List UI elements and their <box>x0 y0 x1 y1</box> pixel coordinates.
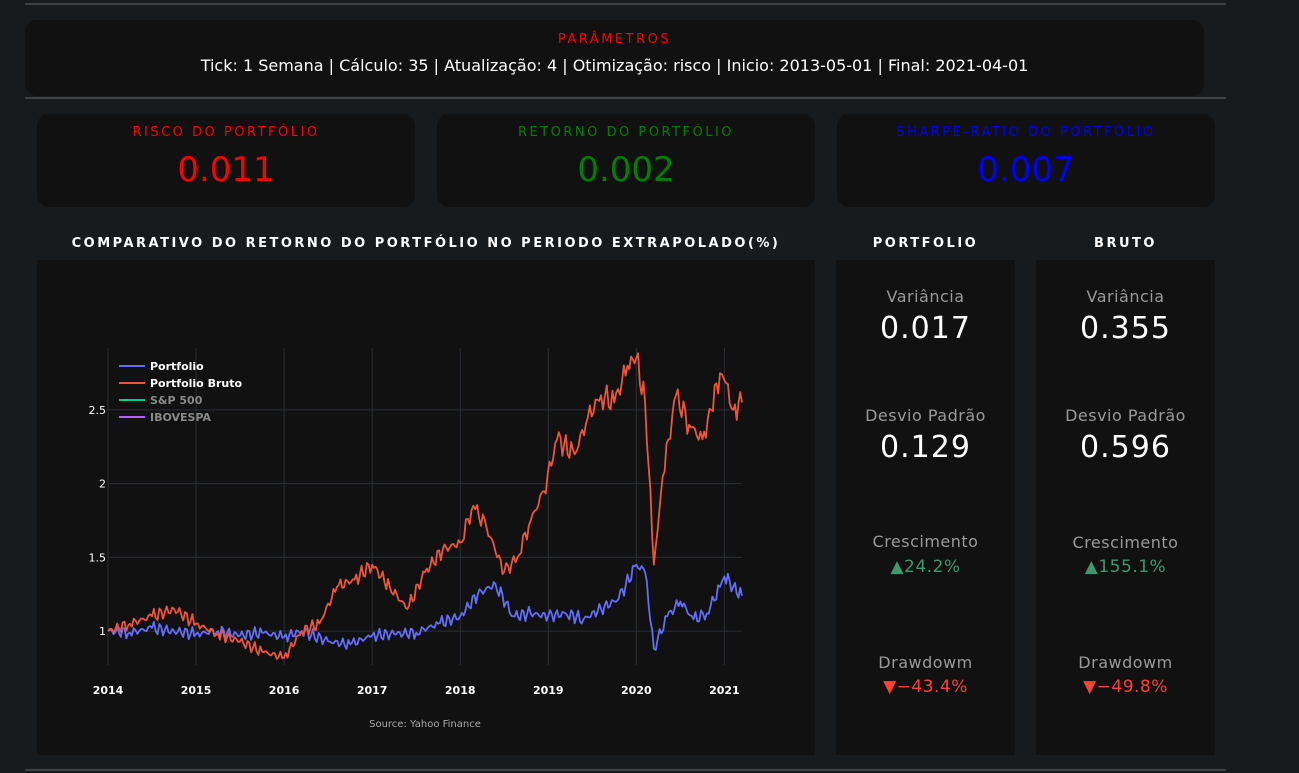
x-tick-label: 2016 <box>269 684 300 697</box>
bruto-desvio-label: Desvio Padrão <box>1065 406 1186 425</box>
bruto-drawdown-label: Drawdowm <box>1078 653 1173 672</box>
kpi-risk-title: RISCO DO PORTFÓLIO <box>132 125 320 140</box>
params-panel: PARÂMETROS Tick: 1 Semana | Cálculo: 35 … <box>25 20 1204 96</box>
bottom-separator <box>25 769 1226 771</box>
legend-label: Portfolio Bruto <box>150 377 242 390</box>
portfolio-stats-panel: Variância 0.017 Desvio Padrão 0.129 Cres… <box>836 260 1015 755</box>
x-tick-label: 2018 <box>445 684 476 697</box>
params-text: Tick: 1 Semana | Cálculo: 35 | Atualizaç… <box>200 56 1029 75</box>
bruto-panel-title: BRUTO <box>1094 236 1157 251</box>
legend-label: Portfolio <box>150 360 204 373</box>
top-separator <box>25 3 1226 5</box>
series-line-portfolio-bruto <box>107 352 743 660</box>
x-tick-label: 2021 <box>709 684 740 697</box>
y-tick-label: 1 <box>99 625 106 638</box>
portfolio-crescimento-value: ▲24.2% <box>890 557 961 577</box>
bruto-desvio-value: 0.596 <box>1080 430 1171 465</box>
bruto-variancia-label: Variância <box>1086 287 1165 306</box>
bruto-variancia-value: 0.355 <box>1080 311 1171 346</box>
returns-chart-panel: 2014 2015 2016 2017 2018 2019 2020 2021 1 1.5 2 2.5… <box>37 260 815 755</box>
bruto-crescimento-label: Crescimento <box>1072 533 1179 552</box>
kpi-risk-value: 0.011 <box>177 150 275 190</box>
x-tick-label: 2019 <box>533 684 564 697</box>
source-annotation: Source: Yahoo Finance <box>369 719 481 730</box>
kpi-sharpe-card: SHARPE-RATIO DO PORTFÓLIO 0.007 <box>837 114 1215 207</box>
y-tick-label: 2 <box>99 478 106 491</box>
x-tick-label: 2017 <box>357 684 388 697</box>
legend-label: S&P 500 <box>150 394 203 407</box>
params-separator <box>25 97 1226 99</box>
portfolio-drawdown-label: Drawdowm <box>878 653 973 672</box>
portfolio-variancia-label: Variância <box>886 287 965 306</box>
kpi-sharpe-value: 0.007 <box>977 150 1075 190</box>
kpi-risk-card: RISCO DO PORTFÓLIO 0.011 <box>37 114 415 207</box>
x-tick-label: 2015 <box>181 684 212 697</box>
legend-label: IBOVESPA <box>150 411 212 424</box>
portfolio-panel-title: PORTFOLIO <box>872 236 979 251</box>
portfolio-desvio-label: Desvio Padrão <box>865 406 986 425</box>
y-tick-label: 1.5 <box>89 551 107 564</box>
kpi-return-title: RETORNO DO PORTFÓLIO <box>517 125 735 140</box>
bruto-drawdown-value: ▼−49.8% <box>1083 677 1168 697</box>
x-tick-label: 2020 <box>621 684 652 697</box>
portfolio-crescimento-label: Crescimento <box>872 532 979 551</box>
chart-title: COMPARATIVO DO RETORNO DO PORTFÓLIO NO P… <box>71 236 781 251</box>
portfolio-variancia-value: 0.017 <box>880 311 971 346</box>
series-line-portfolio <box>107 563 743 651</box>
portfolio-desvio-value: 0.129 <box>880 430 971 465</box>
kpi-sharpe-title: SHARPE-RATIO DO PORTFÓLIO <box>896 125 1156 140</box>
returns-chart[interactable]: 2014 2015 2016 2017 2018 2019 2020 2021 1 1.5 2 2.5… <box>37 260 815 755</box>
kpi-return-value: 0.002 <box>577 150 675 190</box>
params-title: PARÂMETROS <box>557 32 672 47</box>
portfolio-drawdown-value: ▼−43.4% <box>883 677 968 697</box>
x-tick-label: 2014 <box>93 684 124 697</box>
y-tick-label: 2.5 <box>89 404 107 417</box>
bruto-crescimento-value: ▲155.1% <box>1084 557 1167 577</box>
bruto-stats-panel: Variância 0.355 Desvio Padrão 0.596 Cres… <box>1036 260 1215 755</box>
kpi-return-card: RETORNO DO PORTFÓLIO 0.002 <box>437 114 815 207</box>
